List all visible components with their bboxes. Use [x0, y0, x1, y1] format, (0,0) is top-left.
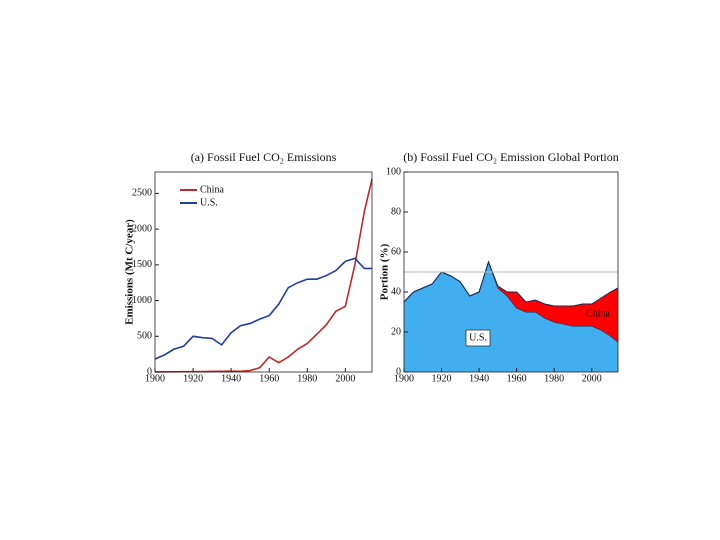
area-edge [403, 260, 619, 307]
y-tick-label: 0 [396, 366, 401, 377]
x-tick-label: 1900 [394, 373, 414, 384]
annotation: China [586, 308, 610, 319]
annotation: U.S. [469, 332, 487, 343]
x-tick-label: 1920 [432, 373, 452, 384]
chart: (b) Fossil Fuel CO₂ Emission Global Port… [379, 150, 619, 385]
legend-label: China [200, 184, 224, 195]
chart-title: (a) Fossil Fuel CO₂ Emissions [191, 150, 337, 164]
y-tick-label: 60 [391, 246, 401, 257]
plot-frame [154, 171, 373, 373]
plot-frame [403, 171, 619, 373]
x-tick-label: 2000 [335, 373, 355, 384]
y-tick-label: 0 [147, 366, 152, 377]
x-tick-label: 1980 [544, 373, 564, 384]
chart: (a) Fossil Fuel CO₂ Emissions Emissions (… [124, 150, 373, 384]
y-tick-label: 80 [391, 206, 401, 217]
y-tick-label: 2000 [132, 223, 152, 234]
y-tick-label: 1000 [132, 295, 152, 306]
y-tick-label: 2500 [132, 188, 152, 199]
x-tick-label: 1920 [183, 373, 203, 384]
x-tick-label: 1940 [469, 373, 489, 384]
area [404, 262, 618, 372]
legend-label: U.S. [200, 197, 218, 208]
y-tick-label: 500 [137, 331, 152, 342]
x-tick-label: 1980 [297, 373, 317, 384]
x-tick-label: 2000 [582, 373, 602, 384]
chart-title: (b) Fossil Fuel CO₂ Emission Global Port… [403, 150, 619, 164]
y-tick-label: 20 [391, 326, 401, 337]
x-tick-label: 1900 [145, 373, 165, 384]
y-axis-label: Emissions (Mt C/year) [124, 219, 136, 325]
y-tick-label: 40 [391, 286, 401, 297]
x-tick-label: 1940 [221, 373, 241, 384]
x-tick-label: 1960 [259, 373, 279, 384]
y-tick-label: 1500 [132, 259, 152, 270]
x-tick-label: 1960 [507, 373, 527, 384]
annotation-box [465, 329, 491, 347]
line [154, 257, 372, 360]
y-axis-label: Portion (%) [379, 243, 391, 300]
y-tick-label: 100 [386, 166, 401, 177]
area [404, 262, 618, 342]
